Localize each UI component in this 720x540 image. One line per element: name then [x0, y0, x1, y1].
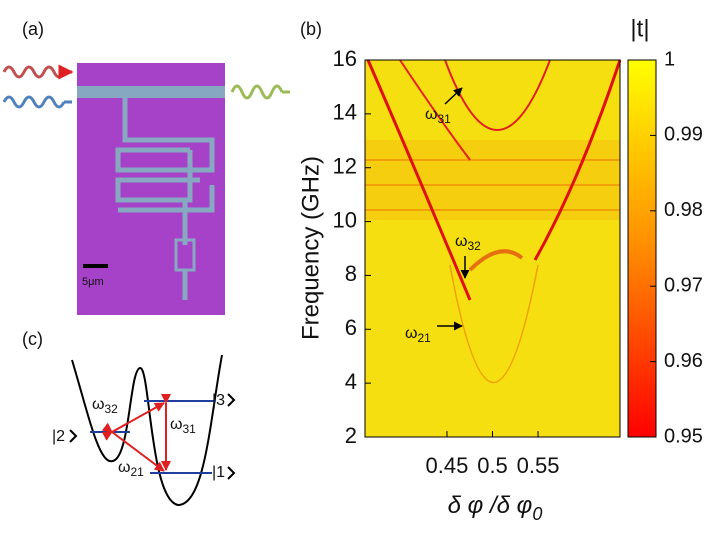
- symbol: ω: [118, 459, 131, 476]
- y-tick-label: 14: [333, 100, 357, 125]
- annotation: ω32: [455, 233, 481, 253]
- symbol: ω: [455, 233, 468, 250]
- subscript: 21: [418, 331, 432, 345]
- y-tick-label: 8: [345, 261, 357, 286]
- subscript: 21: [131, 465, 145, 479]
- y-tick-label: 10: [333, 207, 357, 232]
- transition-label: ω21: [118, 459, 144, 479]
- symbol: ω: [425, 106, 438, 123]
- micrograph: [2, 63, 290, 315]
- x-tick-label: 0.5: [477, 453, 508, 478]
- panel-label: (b): [300, 19, 322, 39]
- y-tick-label: 6: [345, 315, 357, 340]
- annotation: ω21: [405, 325, 431, 345]
- subscript: 0: [532, 504, 542, 524]
- panel-label: (a): [22, 19, 44, 39]
- label-text: δ φ /δ φ: [448, 492, 533, 519]
- level-label: |2: [52, 428, 65, 445]
- subscript: 31: [183, 422, 197, 436]
- x-tick-label: 0.45: [426, 453, 469, 478]
- potential-diagram: [69, 354, 236, 507]
- symbol: ω: [405, 325, 418, 342]
- subscript: 32: [468, 239, 482, 253]
- heatmap: [365, 59, 622, 437]
- annotation: ω31: [425, 106, 451, 126]
- transition-label: ω32: [92, 396, 118, 416]
- panel-label: (c): [22, 329, 43, 349]
- x-tick-label: 0.55: [517, 453, 560, 478]
- colorbar-tick-label: 0.95: [664, 425, 703, 447]
- y-axis-label: Frequency (GHz): [297, 156, 324, 340]
- subscript: 31: [438, 112, 452, 126]
- colorbar-tick-label: 0.97: [664, 274, 703, 296]
- y-tick-label: 2: [345, 423, 357, 448]
- transition-label: ω31: [170, 416, 196, 436]
- symbol: ω: [92, 396, 105, 413]
- colorbar-tick-label: 0.99: [664, 124, 703, 146]
- y-tick-label: 4: [345, 369, 357, 394]
- colorbar: [627, 59, 657, 438]
- level-label: |1: [212, 464, 225, 481]
- level-label: |3: [212, 392, 225, 409]
- y-tick-label: 16: [333, 46, 357, 71]
- x-axis-label: δ φ /δ φ0: [448, 492, 543, 523]
- scale-bar-label: 5μm: [82, 276, 104, 288]
- colorbar-tick-label: 0.98: [664, 199, 703, 221]
- colorbar-tick-label: 0.96: [664, 350, 703, 372]
- colorbar-title: |t|: [630, 15, 649, 42]
- subscript: 32: [105, 402, 119, 416]
- colorbar-tick-label: 1: [664, 48, 675, 70]
- symbol: ω: [170, 416, 183, 433]
- y-tick-label: 12: [333, 154, 357, 179]
